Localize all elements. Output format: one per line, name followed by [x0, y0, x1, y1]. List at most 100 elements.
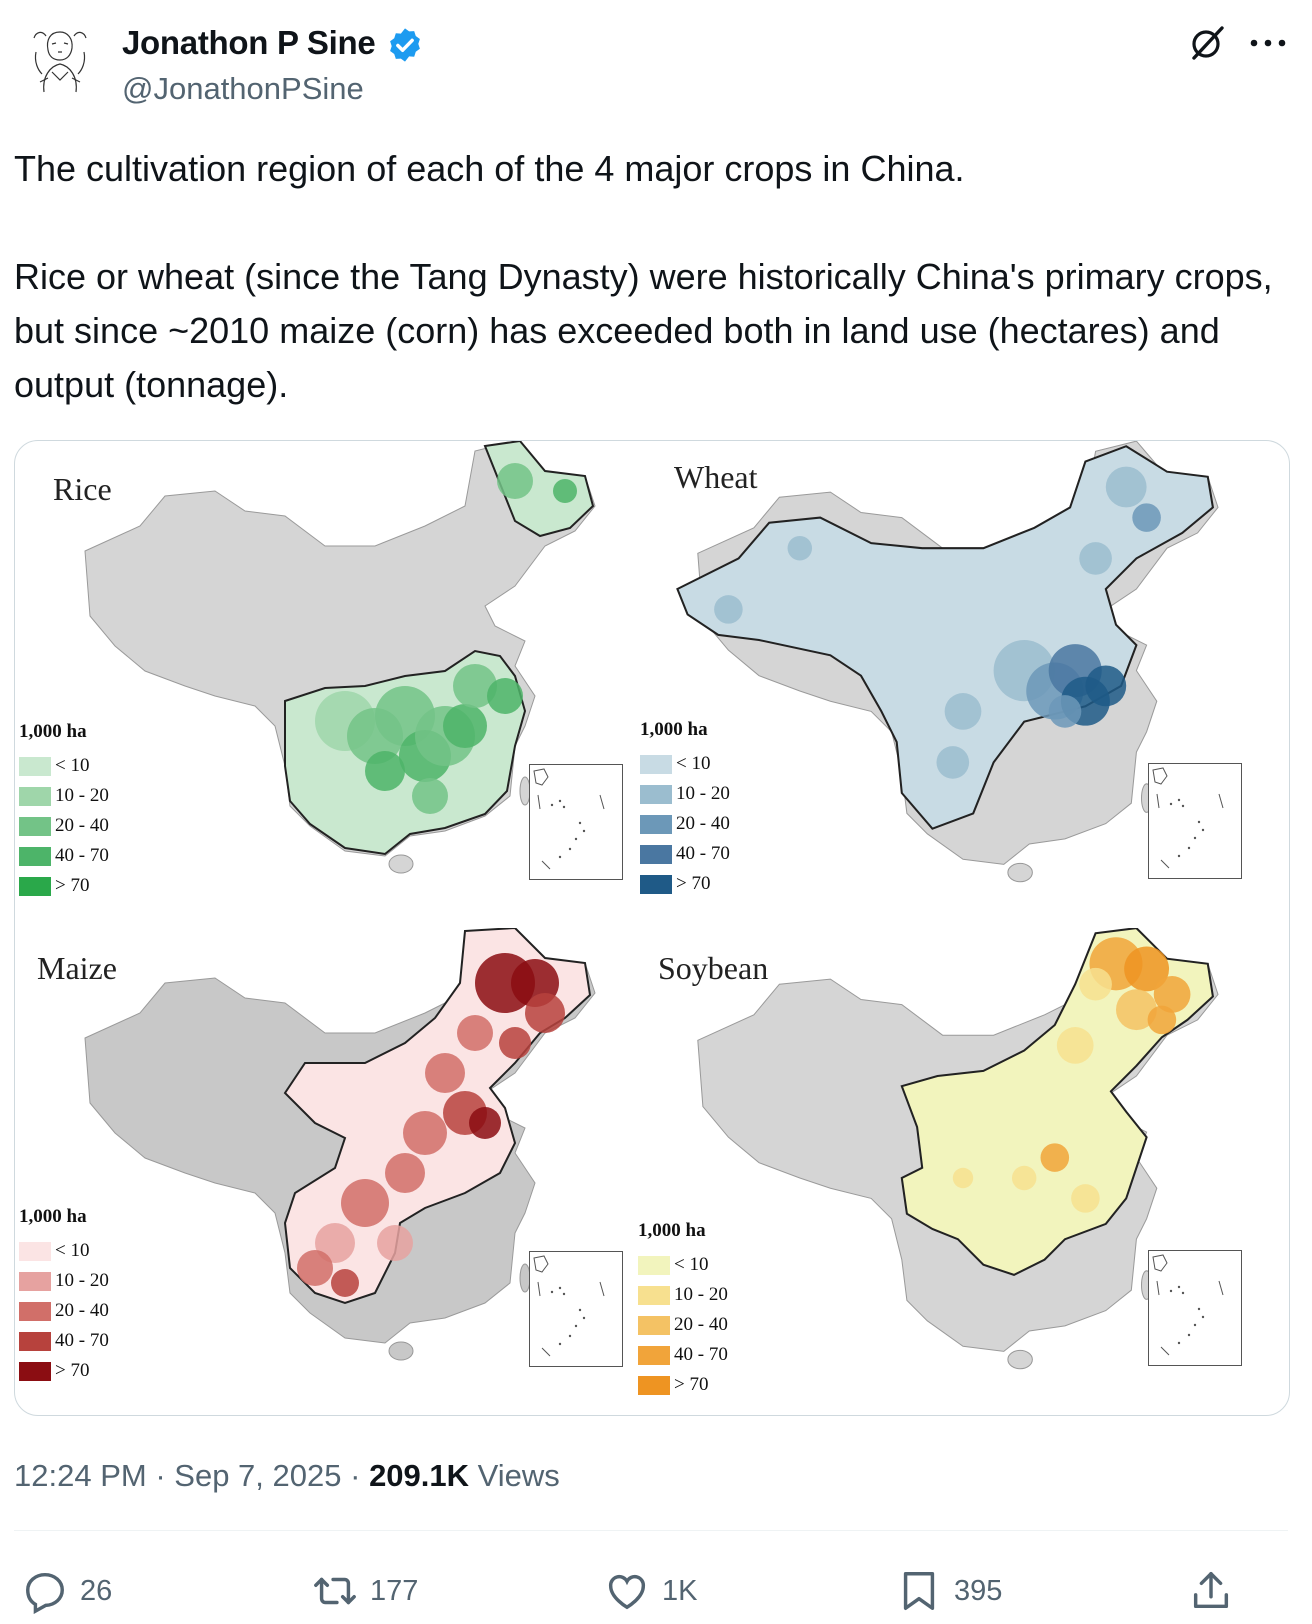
- tweet-text: The cultivation region of each of the 4 …: [14, 142, 1284, 412]
- density-patch: [944, 693, 982, 730]
- map-legend: 1,000 ha < 10 10 - 20 20 - 40 40 - 70 > 70: [19, 1206, 109, 1386]
- bookmark-count: 395: [954, 1574, 1003, 1607]
- tweet-meta: 12:24 PM · Sep 7, 2025 · 209.1K Views: [14, 1458, 560, 1494]
- hainan-island: [388, 1341, 414, 1361]
- density-patch: [1132, 503, 1161, 532]
- map-legend: 1,000 ha < 10 10 - 20 20 - 40 40 - 70 > 70: [640, 719, 730, 899]
- legend-label: < 10: [55, 1240, 90, 1261]
- legend-label: < 10: [55, 755, 90, 776]
- legend-swatch: [640, 844, 672, 864]
- legend-label: > 70: [674, 1374, 709, 1395]
- legend-swatch: [19, 1271, 51, 1291]
- legend-label: > 70: [55, 875, 90, 896]
- meta-separator: ·: [155, 1458, 166, 1493]
- share-icon: [1193, 1572, 1229, 1609]
- legend-item: < 10: [19, 1236, 109, 1266]
- repost-button[interactable]: 177: [312, 1568, 418, 1614]
- legend-swatch: [638, 1255, 670, 1275]
- density-patch: [403, 1111, 447, 1155]
- legend-swatch: [19, 1241, 51, 1261]
- density-patch: [1124, 946, 1170, 992]
- density-patch: [412, 778, 448, 814]
- verified-badge-icon: [386, 26, 424, 64]
- density-patch: [1085, 665, 1127, 707]
- legend-swatch: [640, 874, 672, 894]
- legend-item: < 10: [638, 1250, 728, 1280]
- density-patch: [787, 535, 813, 561]
- legend-swatch: [640, 784, 672, 804]
- repost-count: 177: [370, 1574, 419, 1607]
- legend-item: 40 - 70: [640, 839, 730, 869]
- legend-item: > 70: [19, 1356, 109, 1386]
- views-label: Views: [477, 1458, 560, 1493]
- like-button[interactable]: 1K: [604, 1568, 697, 1614]
- density-patch: [497, 463, 533, 499]
- density-patch: [331, 1269, 359, 1297]
- legend-title: 1,000 ha: [19, 1206, 87, 1227]
- density-patch: [385, 1153, 425, 1193]
- legend-item: > 70: [640, 869, 730, 899]
- more-options-icon[interactable]: [1248, 30, 1288, 56]
- density-patch: [1079, 542, 1112, 575]
- repost-icon: [314, 1577, 356, 1605]
- legend-item: 10 - 20: [640, 779, 730, 809]
- legend-swatch: [19, 1331, 51, 1351]
- density-patch: [1056, 1027, 1094, 1064]
- legend-swatch: [638, 1285, 670, 1305]
- tweet-paragraph: Rice or wheat (since the Tang Dynasty) w…: [14, 256, 1273, 405]
- density-patch: [443, 704, 487, 748]
- legend-swatch: [638, 1345, 670, 1365]
- legend-label: 20 - 40: [676, 813, 730, 834]
- south-china-sea-inset: [1148, 1250, 1242, 1366]
- map-panel-soybean: Soybean 1,000 ha < 10 10 - 20 20 - 40 40 - 70…: [638, 928, 1289, 1415]
- reply-button[interactable]: 26: [22, 1568, 112, 1614]
- density-patch: [315, 1223, 355, 1263]
- map-title: Soybean: [658, 950, 769, 986]
- legend-swatch: [640, 814, 672, 834]
- tweet-media-image[interactable]: Rice 1,000 ha < 10 10 - 20 20 - 40 40 - 70 > 7…: [14, 440, 1290, 1416]
- legend-label: 20 - 40: [674, 1314, 728, 1335]
- density-patch: [499, 1027, 531, 1059]
- legend-label: 40 - 70: [55, 845, 109, 866]
- legend-swatch: [19, 816, 51, 836]
- density-patch: [1048, 695, 1082, 728]
- bookmark-button[interactable]: 395: [896, 1568, 1002, 1614]
- legend-swatch: [640, 754, 672, 774]
- legend-label: > 70: [676, 873, 711, 894]
- legend-label: 10 - 20: [55, 1270, 109, 1291]
- legend-swatch: [19, 1301, 51, 1321]
- density-patch: [1153, 976, 1191, 1013]
- bookmark-icon: [903, 1572, 935, 1610]
- tweet-date[interactable]: Sep 7, 2025: [174, 1458, 342, 1493]
- density-patch: [952, 1167, 974, 1189]
- divider: [14, 1530, 1288, 1531]
- hainan-island: [1007, 862, 1033, 883]
- tweet-time[interactable]: 12:24 PM: [14, 1458, 147, 1493]
- share-button[interactable]: [1188, 1568, 1246, 1614]
- avatar[interactable]: [22, 22, 98, 98]
- density-patch: [1040, 1143, 1070, 1172]
- legend-item: 20 - 40: [638, 1310, 728, 1340]
- cultivation-region: [676, 445, 1215, 830]
- legend-title: 1,000 ha: [638, 1220, 706, 1241]
- author-name[interactable]: Jonathon P Sine: [122, 24, 376, 61]
- legend-item: < 10: [19, 751, 109, 781]
- reply-count: 26: [80, 1574, 113, 1607]
- map-panel-wheat: Wheat 1,000 ha < 10 10 - 20 20 - 40 40 - 70 > …: [640, 441, 1289, 928]
- author-handle[interactable]: @JonathonPSine: [122, 71, 364, 106]
- china-crop-map: [697, 928, 1219, 1370]
- meta-separator: ·: [350, 1458, 361, 1493]
- grok-icon[interactable]: [1188, 22, 1228, 62]
- map-title: Wheat: [674, 459, 758, 495]
- legend-swatch: [19, 756, 51, 776]
- map-legend: 1,000 ha < 10 10 - 20 20 - 40 40 - 70 > 70: [19, 721, 109, 901]
- legend-label: < 10: [674, 1254, 709, 1275]
- legend-item: 20 - 40: [19, 811, 109, 841]
- density-patch: [453, 664, 497, 708]
- density-patch: [1079, 967, 1112, 1001]
- density-patch: [297, 1250, 333, 1286]
- legend-label: 40 - 70: [674, 1344, 728, 1365]
- legend-label: 20 - 40: [55, 1300, 109, 1321]
- legend-swatch: [19, 846, 51, 866]
- density-patch: [1105, 466, 1147, 508]
